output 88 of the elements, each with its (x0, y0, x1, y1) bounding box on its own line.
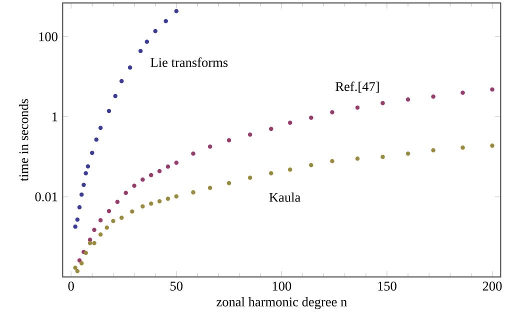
point (86, 164, 90, 168)
point (153, 28, 158, 34)
point (330, 110, 334, 114)
point (460, 90, 465, 95)
point (77, 205, 82, 210)
point (355, 105, 360, 110)
point (355, 156, 360, 161)
point (309, 162, 314, 168)
y-tick-label: 1 (52, 112, 58, 122)
y-axis-title: time in seconds (18, 98, 28, 182)
point (140, 177, 145, 182)
point (309, 115, 314, 120)
point (73, 265, 78, 270)
point (120, 216, 124, 220)
point (73, 224, 78, 229)
point (166, 196, 170, 201)
x-tick-label: 0 (68, 282, 74, 290)
x-tick-label: 100 (272, 282, 292, 290)
point (88, 240, 92, 246)
x-axis-title: zonal harmonic degree n (216, 296, 347, 310)
point (82, 182, 86, 187)
point (406, 97, 410, 102)
point (75, 217, 80, 222)
point (75, 268, 80, 274)
point (77, 258, 82, 262)
point (208, 144, 212, 149)
x-tick-label: 150 (378, 282, 396, 290)
point (79, 192, 84, 197)
point (111, 218, 116, 223)
point (106, 208, 112, 214)
point (248, 176, 252, 180)
point (84, 170, 88, 176)
series-label: Ref.[47] (336, 81, 379, 93)
series-label: Lie transforms (150, 57, 228, 67)
x-tick-label: 50 (170, 282, 183, 290)
point (288, 167, 292, 172)
point (431, 148, 436, 152)
point (490, 143, 494, 148)
point (132, 183, 136, 188)
x-tick-label: 200 (482, 282, 502, 290)
point (174, 160, 179, 165)
y-tick-label: 100 (39, 32, 58, 42)
point (98, 218, 103, 222)
point (98, 232, 103, 236)
point (113, 94, 118, 98)
point (120, 78, 124, 84)
point (380, 100, 385, 106)
point (288, 120, 292, 125)
point (94, 137, 98, 142)
point (104, 225, 110, 230)
point (269, 126, 274, 131)
point (144, 40, 150, 44)
point (90, 150, 94, 155)
point (157, 168, 162, 174)
point (106, 108, 112, 113)
point (406, 151, 410, 156)
point (148, 172, 154, 178)
point (174, 8, 179, 14)
point (79, 260, 84, 266)
point (138, 48, 143, 54)
y-tick-label: 0.01 (35, 192, 58, 202)
point (174, 194, 179, 198)
point (226, 138, 232, 142)
point (380, 154, 385, 159)
point (269, 170, 274, 176)
point (148, 201, 154, 206)
point (140, 204, 145, 208)
point (115, 200, 120, 204)
point (208, 186, 212, 190)
point (157, 198, 162, 204)
point (460, 145, 465, 150)
point (191, 190, 196, 194)
point (248, 132, 252, 137)
point (128, 65, 132, 70)
point (330, 158, 334, 164)
point (130, 209, 134, 214)
point (226, 180, 232, 186)
point (490, 87, 494, 92)
point (98, 126, 103, 130)
point (88, 237, 92, 242)
series-label: Kaula (269, 192, 300, 202)
point (191, 151, 196, 156)
point (92, 228, 96, 232)
point (166, 164, 170, 169)
point (164, 18, 168, 24)
point (92, 240, 96, 246)
point (431, 94, 436, 99)
point (124, 190, 128, 195)
